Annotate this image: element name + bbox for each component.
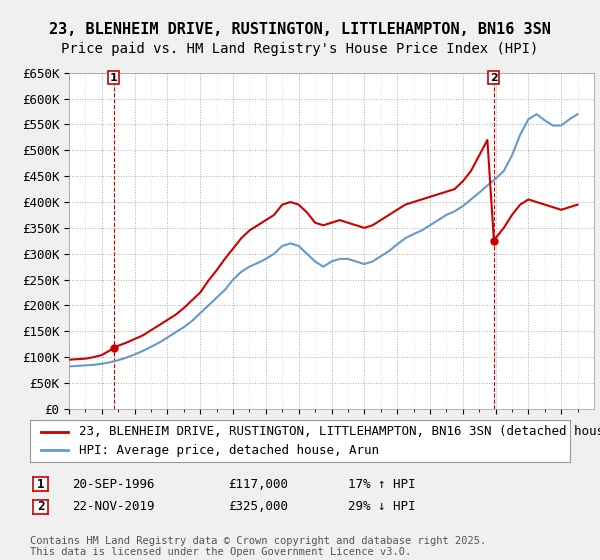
Text: HPI: Average price, detached house, Arun: HPI: Average price, detached house, Arun <box>79 444 379 457</box>
Text: 23, BLENHEIM DRIVE, RUSTINGTON, LITTLEHAMPTON, BN16 3SN: 23, BLENHEIM DRIVE, RUSTINGTON, LITTLEHA… <box>49 22 551 38</box>
Text: Contains HM Land Registry data © Crown copyright and database right 2025.
This d: Contains HM Land Registry data © Crown c… <box>30 535 486 557</box>
Text: 23, BLENHEIM DRIVE, RUSTINGTON, LITTLEHAMPTON, BN16 3SN (detached house): 23, BLENHEIM DRIVE, RUSTINGTON, LITTLEHA… <box>79 425 600 438</box>
Text: 22-NOV-2019: 22-NOV-2019 <box>72 500 155 514</box>
Text: £117,000: £117,000 <box>228 478 288 491</box>
Text: 1: 1 <box>110 73 118 83</box>
Text: 20-SEP-1996: 20-SEP-1996 <box>72 478 155 491</box>
Text: 2: 2 <box>37 500 44 513</box>
Text: 2: 2 <box>490 73 498 83</box>
Text: Price paid vs. HM Land Registry's House Price Index (HPI): Price paid vs. HM Land Registry's House … <box>61 42 539 56</box>
Text: 1: 1 <box>37 478 44 491</box>
Text: 29% ↓ HPI: 29% ↓ HPI <box>348 500 415 514</box>
Text: 17% ↑ HPI: 17% ↑ HPI <box>348 478 415 491</box>
Text: £325,000: £325,000 <box>228 500 288 514</box>
